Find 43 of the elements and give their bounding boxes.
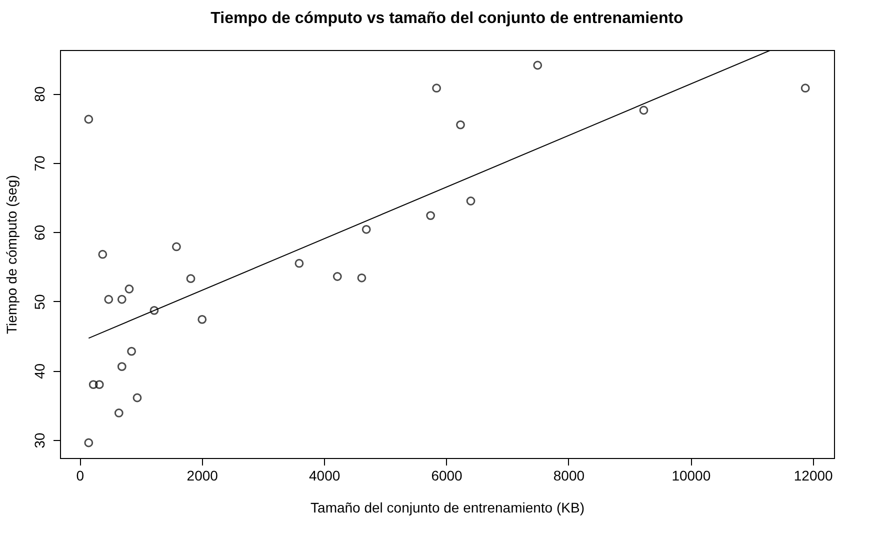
x-axis-title: Tamaño del conjunto de entrenamiento (KB) [310,500,584,516]
point [357,273,366,282]
point [172,242,181,252]
point [84,438,94,448]
point [94,380,104,390]
point [432,84,442,93]
point [332,272,342,281]
x-tick-label: 2000 [186,468,218,484]
point [117,362,126,372]
point [124,284,134,294]
point [800,84,810,93]
y-tick-label: 40 [32,363,48,380]
point [456,120,465,130]
point [150,306,159,315]
point [104,294,114,304]
x-tick-label: 6000 [431,468,463,484]
y-tick-label: 70 [32,155,48,172]
y-tick-label: 50 [32,294,48,310]
x-tick-label: 10000 [672,468,711,484]
point [362,224,371,234]
point [117,294,126,304]
y-tick-label: 30 [32,432,48,448]
point [84,114,94,124]
point [466,196,476,206]
x-tick-label: 0 [76,468,84,484]
point [127,346,136,356]
point [98,250,108,259]
point [88,380,98,390]
point [186,274,196,284]
x-tick-label: 4000 [308,468,340,484]
x-tick-label: 8000 [553,468,585,484]
chart-title: Tiempo de cómputo vs tamaño del conjunto de entrenamiento [210,10,684,27]
y-tick-label: 80 [32,86,48,102]
point [533,60,542,70]
y-axis-title: Tiempo de cómputo (seg) [4,175,20,334]
point [132,393,142,402]
y-tick-label: 60 [32,224,48,240]
x-tick-label: 12000 [794,468,834,484]
point [426,211,436,220]
point [639,106,648,115]
point [294,258,304,268]
point [198,315,207,324]
point [114,408,124,418]
